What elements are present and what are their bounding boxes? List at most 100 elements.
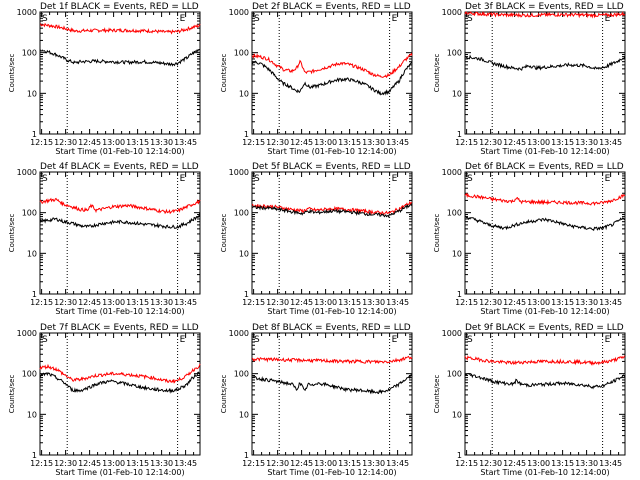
plot-frame (251, 332, 413, 456)
x-tick-label: 12:15 (455, 459, 478, 468)
x-tick-label: 13:00 (527, 138, 550, 147)
x-tick-label: 12:15 (30, 459, 53, 468)
x-tick-label: 13:00 (102, 138, 125, 147)
series-events-line (39, 212, 201, 230)
x-axis-label: Start Time (01-Feb-10 12:14:00) (55, 147, 184, 156)
y-tick-label: 1 (32, 130, 37, 139)
panel-7: Det 7f BLACK = Events, RED = LLD 1 10 100 10… (8, 323, 201, 477)
series-lld-line (464, 355, 626, 366)
start-marker-label: S (254, 335, 260, 345)
y-axis-label: Counts/sec (433, 54, 441, 93)
y-tick-label: 1 (32, 451, 37, 460)
x-tick-label: 13:00 (314, 459, 337, 468)
y-axis-label: Counts/sec (8, 214, 16, 253)
x-tick-label: 13:15 (126, 298, 149, 307)
x-tick-label: 13:45 (386, 138, 409, 147)
x-tick-label: 12:15 (30, 298, 53, 307)
y-tick-label: 1000 (17, 329, 37, 338)
y-tick-label: 100 (22, 209, 37, 218)
x-tick-label: 12:30 (54, 298, 77, 307)
y-axis-label: Counts/sec (220, 214, 228, 253)
x-tick-label: 13:00 (527, 298, 550, 307)
x-tick-label: 12:30 (266, 459, 289, 468)
series-lld-line (464, 192, 626, 207)
x-axis-label: Start Time (01-Feb-10 12:14:00) (55, 307, 184, 316)
start-marker-label: S (254, 14, 260, 24)
x-tick-label: 13:15 (551, 138, 574, 147)
y-tick-label: 1000 (442, 329, 462, 338)
x-tick-label: 13:15 (551, 298, 574, 307)
x-tick-label: 12:30 (479, 459, 502, 468)
panel-title: Det 9f BLACK = Events, RED = LLD (465, 323, 624, 333)
x-tick-label: 13:45 (174, 138, 197, 147)
y-axis-label: Counts/sec (220, 375, 228, 414)
x-tick-label: 12:45 (78, 298, 101, 307)
panel-2: Det 2f BLACK = Events, RED = LLD 1 10 100 10… (220, 2, 413, 156)
x-tick-label: 13:15 (338, 138, 361, 147)
x-axis-label: Start Time (01-Feb-10 12:14:00) (55, 468, 184, 477)
y-tick-label: 1 (457, 451, 462, 460)
x-tick-label: 13:30 (575, 459, 598, 468)
series-lld-line (251, 52, 413, 79)
x-tick-label: 13:30 (575, 138, 598, 147)
panel-3: Det 3f BLACK = Events, RED = LLD 1 10 100 10… (433, 2, 626, 156)
start-marker-label: S (467, 174, 473, 184)
start-marker-label: S (42, 14, 48, 24)
x-tick-label: 12:45 (503, 459, 526, 468)
y-tick-label: 1000 (442, 168, 462, 177)
panel-1: Det 1f BLACK = Events, RED = LLD 1 10 100 10… (8, 2, 201, 156)
x-tick-label: 13:30 (362, 138, 385, 147)
panel-6: Det 6f BLACK = Events, RED = LLD 1 10 100 10… (433, 162, 626, 316)
y-tick-label: 1000 (229, 168, 249, 177)
start-marker-label: S (467, 14, 473, 24)
panel-title: Det 8f BLACK = Events, RED = LLD (252, 323, 411, 333)
plot-frame (251, 171, 413, 295)
y-tick-label: 100 (22, 370, 37, 379)
x-tick-label: 13:00 (102, 298, 125, 307)
y-tick-label: 1000 (229, 8, 249, 17)
series-events-line (251, 60, 413, 96)
x-tick-label: 13:45 (174, 298, 197, 307)
x-tick-label: 12:15 (242, 459, 265, 468)
x-axis-label: Start Time (01-Feb-10 12:14:00) (480, 468, 609, 477)
panel-title: Det 6f BLACK = Events, RED = LLD (465, 162, 624, 172)
x-tick-label: 13:15 (338, 298, 361, 307)
y-axis-label: Counts/sec (8, 54, 16, 93)
panel-5: Det 5f BLACK = Events, RED = LLD 1 10 100 10… (220, 162, 413, 316)
y-tick-label: 10 (27, 89, 37, 98)
x-tick-label: 12:30 (479, 298, 502, 307)
plot-frame (39, 11, 201, 135)
y-tick-label: 1000 (442, 8, 462, 17)
y-tick-label: 10 (27, 410, 37, 419)
panel-8: Det 8f BLACK = Events, RED = LLD 1 10 100 10… (220, 323, 413, 477)
x-tick-label: 13:45 (599, 298, 622, 307)
panel-9: Det 9f BLACK = Events, RED = LLD 1 10 100 10… (433, 323, 626, 477)
panel-title: Det 3f BLACK = Events, RED = LLD (465, 2, 624, 12)
x-tick-label: 12:15 (242, 138, 265, 147)
series-lld-line (39, 197, 201, 215)
end-marker-label: E (180, 335, 186, 345)
plot-frame (464, 171, 626, 295)
y-axis-label: Counts/sec (8, 375, 16, 414)
x-tick-label: 13:00 (527, 459, 550, 468)
series-lld-line (464, 10, 626, 19)
y-tick-label: 10 (452, 410, 462, 419)
y-tick-label: 10 (452, 89, 462, 98)
x-tick-label: 13:30 (575, 298, 598, 307)
y-tick-label: 10 (239, 410, 249, 419)
panel-title: Det 2f BLACK = Events, RED = LLD (252, 2, 411, 12)
series-events-line (464, 373, 626, 390)
x-tick-label: 13:45 (599, 459, 622, 468)
x-tick-label: 13:00 (314, 138, 337, 147)
plot-frame (251, 11, 413, 135)
x-tick-label: 12:30 (54, 459, 77, 468)
y-tick-label: 100 (447, 209, 462, 218)
x-tick-label: 12:45 (290, 459, 313, 468)
end-marker-label: E (605, 174, 611, 184)
y-tick-label: 100 (447, 49, 462, 58)
x-tick-label: 13:00 (314, 298, 337, 307)
x-axis-label: Start Time (01-Feb-10 12:14:00) (480, 307, 609, 316)
y-tick-label: 1000 (17, 8, 37, 17)
x-axis-label: Start Time (01-Feb-10 12:14:00) (267, 468, 396, 477)
